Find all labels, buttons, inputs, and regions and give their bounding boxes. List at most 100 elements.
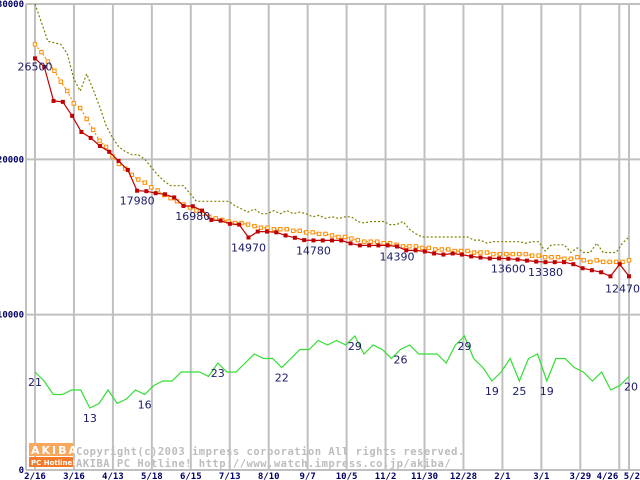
point-min-price	[524, 258, 529, 263]
point-min-price	[172, 195, 177, 200]
point-min-price	[357, 243, 362, 248]
point-avg-price	[626, 258, 632, 263]
point-avg-price	[362, 239, 367, 244]
point-min-price	[367, 243, 372, 248]
point-min-price	[432, 251, 437, 256]
point-avg-price	[245, 222, 251, 227]
point-avg-price	[142, 180, 147, 185]
point-avg-price	[265, 225, 270, 230]
point-avg-price	[136, 177, 141, 182]
point-min-price	[348, 241, 353, 246]
point-avg-price	[71, 101, 76, 106]
point-min-price	[292, 235, 297, 240]
point-avg-price	[77, 105, 83, 111]
point-min-price	[376, 243, 381, 248]
x-tick-label: 4/26	[597, 472, 619, 480]
x-tick-label: 3/29	[569, 472, 591, 480]
point-avg-price	[278, 227, 283, 232]
point-avg-price	[155, 188, 160, 193]
data-label-shop-count: 25	[512, 385, 526, 398]
point-avg-price	[517, 251, 522, 257]
point-min-price	[79, 129, 84, 134]
point-avg-price	[407, 244, 412, 249]
series-line-avg-price	[34, 44, 630, 263]
point-avg-price	[536, 253, 541, 258]
point-avg-price	[39, 49, 44, 55]
data-label-shop-count: 29	[348, 340, 362, 353]
point-min-price	[135, 188, 140, 193]
point-min-price	[627, 274, 631, 279]
point-avg-price	[420, 245, 425, 251]
logo-top-bg	[29, 443, 73, 456]
point-avg-price	[149, 185, 154, 190]
x-axis-ticks: 2/16 3/16 4/13 5/18 6/15 7/13 8/10 9/7 10/5 11/2 1…	[24, 472, 640, 480]
point-avg-price	[413, 244, 419, 249]
data-label-shop-count: 22	[275, 372, 289, 385]
point-avg-price	[381, 241, 386, 246]
point-avg-price	[400, 244, 406, 249]
data-label-shop-count: 19	[485, 385, 499, 398]
y-tick-label: 10000	[0, 311, 24, 321]
x-tick-label: 9/7	[300, 472, 316, 480]
y-tick-label: 0	[19, 466, 24, 476]
point-min-price	[274, 230, 279, 235]
point-min-price	[227, 221, 232, 226]
point-min-price	[413, 248, 418, 253]
data-label-shop-count: 19	[540, 385, 554, 398]
point-min-price	[97, 143, 102, 148]
data-label-shop-count: 26	[394, 354, 408, 367]
point-min-price	[51, 98, 56, 103]
point-min-price	[589, 268, 594, 273]
point-avg-price	[45, 59, 51, 64]
x-tick-label: 5/2	[624, 472, 640, 480]
point-avg-price	[458, 248, 464, 254]
point-avg-price	[562, 256, 567, 261]
watermark: AKIBA PC Hotline! Copyright(c)2003 impre…	[29, 443, 465, 470]
point-min-price	[33, 56, 37, 61]
point-avg-price	[252, 223, 257, 229]
point-avg-price	[581, 258, 587, 263]
x-tick-label: 6/15	[180, 472, 202, 480]
point-avg-price	[368, 239, 373, 244]
point-avg-price	[355, 237, 361, 243]
point-avg-price	[52, 68, 57, 73]
point-min-price	[237, 222, 242, 227]
logo-pc-hotline: PC Hotline!	[31, 459, 75, 467]
x-tick-label: 7/13	[219, 472, 241, 480]
point-avg-price	[329, 233, 335, 238]
point-min-price	[450, 251, 455, 256]
y-axis-ticks: 0 10000 20000 30000	[0, 0, 24, 476]
copyright-text: Copyright(c)2003 impress corporation All…	[76, 446, 465, 458]
point-min-price	[459, 252, 464, 257]
point-min-price	[209, 217, 214, 222]
series-line-shop-count	[34, 334, 630, 409]
point-min-price	[580, 266, 585, 271]
data-label-min-price: 14970	[231, 241, 266, 254]
point-avg-price	[568, 256, 574, 261]
point-min-price	[571, 262, 576, 267]
point-avg-price	[303, 230, 309, 235]
point-min-price	[218, 218, 223, 223]
point-avg-price	[575, 254, 580, 260]
data-label-min-price: 14390	[379, 250, 414, 263]
x-tick-label: 8/10	[258, 472, 280, 480]
point-avg-price	[433, 247, 438, 252]
point-min-price	[339, 238, 344, 243]
point-min-price	[162, 192, 167, 197]
point-min-price	[311, 238, 316, 243]
data-label-min-price: 12470	[605, 282, 640, 295]
point-avg-price	[446, 247, 451, 252]
data-labels: 26500 17980 16980 14970 14780 14390 13600 13380…	[18, 60, 640, 425]
point-min-price	[552, 260, 557, 265]
data-label-min-price: 13600	[491, 263, 526, 276]
site-url-text: AKIBA PC Hotline! http://www.watch.impre…	[76, 458, 451, 470]
point-avg-price	[90, 127, 96, 133]
point-min-price	[394, 244, 399, 249]
y-tick-label: 20000	[0, 155, 24, 165]
point-avg-price	[84, 116, 89, 122]
point-min-price	[515, 257, 520, 262]
point-avg-price	[213, 216, 218, 221]
point-min-price	[404, 248, 409, 253]
point-avg-price	[374, 239, 380, 244]
